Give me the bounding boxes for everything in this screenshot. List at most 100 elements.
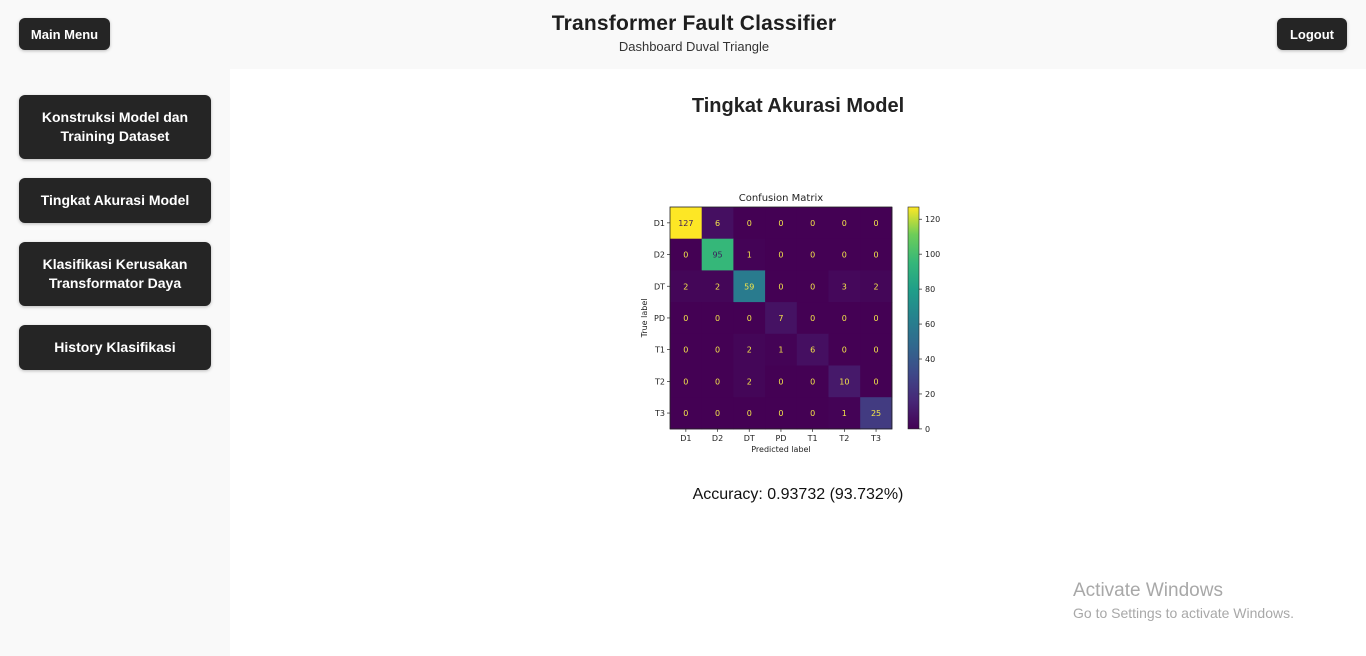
confusion-matrix-chart: Confusion Matrix 127 6 0 0 0 0 0 0 95 1 0 0 0 0 2 2 59 0 0 3… [630, 186, 950, 467]
activate-windows-subtitle: Go to Settings to activate Windows. [1073, 605, 1294, 621]
matrix-cell [670, 333, 703, 366]
cell-value-label: 1 [842, 409, 847, 418]
y-axis-label: True label [640, 299, 649, 339]
sidebar-item-model-accuracy[interactable]: Tingkat Akurasi Model [19, 178, 211, 223]
x-tick-label: DT [744, 434, 755, 443]
matrix-cell [765, 207, 798, 240]
matrix-cell [860, 397, 893, 430]
cell-value-label: 0 [715, 314, 720, 323]
cell-value-label: 0 [683, 314, 688, 323]
cell-value-label: 0 [874, 314, 879, 323]
cell-value-label: 0 [842, 251, 847, 260]
matrix-cell [670, 207, 703, 240]
matrix-cell [733, 397, 766, 430]
matrix-cell [701, 207, 734, 240]
matrix-cell [670, 270, 703, 303]
y-tick-label: D1 [654, 219, 665, 228]
matrix-cell [670, 238, 703, 271]
matrix-cell [828, 238, 861, 271]
matrix-cell [860, 238, 893, 271]
cell-value-label: 2 [683, 282, 688, 291]
top-bar [0, 0, 1366, 69]
colorbar-tick-label: 20 [925, 390, 935, 399]
cell-value-label: 0 [874, 219, 879, 228]
matrix-cell [733, 365, 766, 398]
matrix-cell [828, 207, 861, 240]
cell-value-label: 6 [810, 346, 815, 355]
x-tick-label: PD [775, 434, 786, 443]
cell-value-label: 0 [842, 314, 847, 323]
colorbar-tick-label: 40 [925, 355, 935, 364]
cell-value-label: 0 [778, 282, 783, 291]
colorbar-tick-label: 120 [925, 215, 940, 224]
y-tick-label: DT [654, 282, 665, 291]
y-tick-label: D2 [654, 251, 665, 260]
app-subtitle: Dashboard Duval Triangle [618, 39, 770, 54]
cell-value-label: 0 [778, 377, 783, 386]
cell-value-label: 0 [747, 219, 752, 228]
matrix-cell [860, 365, 893, 398]
cell-value-label: 2 [747, 346, 752, 355]
x-tick-label: D1 [680, 434, 691, 443]
matrix-cell [701, 270, 734, 303]
cell-value-label: 0 [715, 377, 720, 386]
matrix-cell [765, 270, 798, 303]
matrix-cell [796, 397, 829, 430]
cell-value-label: 0 [842, 346, 847, 355]
sidebar-item-model-construction[interactable]: Konstruksi Model dan Training Dataset [19, 95, 211, 159]
cell-value-label: 0 [683, 377, 688, 386]
y-tick-label: T1 [654, 346, 665, 355]
cell-value-label: 0 [715, 346, 720, 355]
matrix-cell [765, 238, 798, 271]
x-axis-label: Predicted label [751, 445, 810, 454]
main-menu-button[interactable]: Main Menu [19, 18, 110, 50]
cell-value-label: 6 [715, 219, 720, 228]
sidebar-item-classification-history[interactable]: History Klasifikasi [19, 325, 211, 370]
x-tick-label: T3 [870, 434, 881, 443]
matrix-cell [796, 207, 829, 240]
cell-value-label: 0 [874, 251, 879, 260]
cell-value-label: 3 [842, 282, 847, 291]
matrix-cell [670, 365, 703, 398]
cell-value-label: 127 [678, 219, 693, 228]
matrix-cell [670, 302, 703, 335]
chart-title: Confusion Matrix [739, 193, 823, 204]
cell-value-label: 0 [778, 409, 783, 418]
matrix-cell [860, 207, 893, 240]
matrix-cell [701, 238, 734, 271]
matrix-cell [733, 302, 766, 335]
matrix-cell [765, 302, 798, 335]
matrix-cell [828, 270, 861, 303]
matrix-cell [860, 270, 893, 303]
sidebar-item-fault-classification[interactable]: Klasifikasi Kerusakan Transformator Daya [19, 242, 211, 306]
colorbar [907, 206, 920, 430]
matrix-cell [860, 302, 893, 335]
page-title: Tingkat Akurasi Model [691, 95, 905, 117]
matrix-cell [828, 333, 861, 366]
matrix-cell [733, 238, 766, 271]
cell-value-label: 0 [810, 251, 815, 260]
cell-value-label: 0 [810, 282, 815, 291]
cell-value-label: 0 [874, 377, 879, 386]
colorbar-tick-label: 60 [925, 320, 935, 329]
cell-value-label: 2 [874, 282, 879, 291]
activate-windows-title: Activate Windows [1073, 580, 1223, 601]
colorbar-tick-label: 0 [925, 425, 930, 434]
cell-value-label: 0 [810, 409, 815, 418]
cell-value-label: 0 [874, 346, 879, 355]
colorbar-tick-label: 80 [925, 285, 935, 294]
cell-value-label: 0 [747, 314, 752, 323]
cell-value-label: 2 [747, 377, 752, 386]
matrix-cell [796, 302, 829, 335]
matrix-cell [796, 333, 829, 366]
colorbar-tick-label: 100 [925, 250, 940, 259]
y-tick-label: T2 [654, 377, 665, 386]
cell-value-label: 0 [778, 219, 783, 228]
x-tick-label: D2 [712, 434, 723, 443]
logout-button[interactable]: Logout [1277, 18, 1347, 50]
cell-value-label: 0 [810, 377, 815, 386]
matrix-cell [733, 207, 766, 240]
matrix-cell [765, 333, 798, 366]
matrix-cell [701, 302, 734, 335]
